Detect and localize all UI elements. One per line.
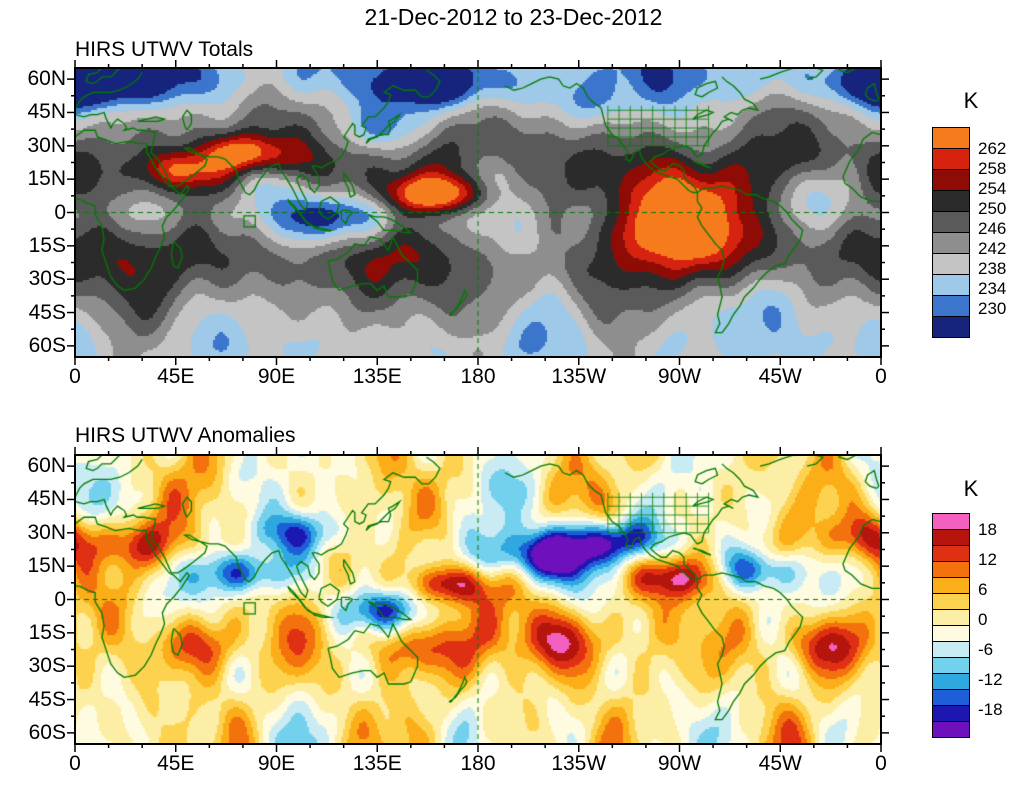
lat-tick-label: 30S xyxy=(28,654,66,678)
colorbar-cell xyxy=(932,148,970,170)
lat-tick-label: 15S xyxy=(28,620,66,644)
colorbar-cell xyxy=(932,169,970,191)
colorbar-tick-label: 242 xyxy=(978,239,1007,258)
colorbar-tick-label: 234 xyxy=(978,279,1007,298)
colorbar-cell xyxy=(932,625,970,642)
colorbar-cell xyxy=(932,721,970,738)
lat-tick-label: 15N xyxy=(27,554,66,578)
lat-tick-label: 30N xyxy=(27,133,66,157)
colorbar-tick-label: 258 xyxy=(978,159,1007,178)
lon-tick-label: 0 xyxy=(69,365,81,388)
anomalies-colorbar-unit: K xyxy=(963,476,979,501)
lat-tick-label: 30S xyxy=(28,267,66,291)
lon-tick-label: 135W xyxy=(551,365,607,388)
totals-colorbar-unit: K xyxy=(963,88,979,113)
lat-tick-label: 60S xyxy=(28,333,66,357)
colorbar-cell xyxy=(932,274,970,296)
lat-tick-label: 45S xyxy=(28,687,66,711)
anomalies-colorbar: 18 12 6 0 -6 -12 -18 xyxy=(932,513,1003,738)
lon-tick-label: 45W xyxy=(758,752,802,775)
colorbar-cell xyxy=(932,657,970,674)
lon-tick-label: 45W xyxy=(758,365,802,388)
colorbar-tick-label: 254 xyxy=(978,179,1007,198)
lon-tick-label: 135W xyxy=(551,752,607,775)
lon-tick-label: 0 xyxy=(875,752,887,775)
panel-title-totals: HIRS UTWV Totals xyxy=(75,38,254,61)
main-title: 21-Dec-2012 to 23-Dec-2012 xyxy=(364,4,663,30)
lat-tick-label: 30N xyxy=(27,520,66,544)
anomalies-map xyxy=(67,447,889,752)
lon-tick-label: 180 xyxy=(460,752,496,775)
colorbar-cell xyxy=(932,190,970,212)
totals-map xyxy=(67,60,889,365)
colorbar-tick-label: 12 xyxy=(978,550,997,569)
lat-tick-label: 45N xyxy=(27,487,66,511)
colorbar-cell xyxy=(932,211,970,233)
colorbar-cell xyxy=(932,705,970,722)
lat-tick-label: 15S xyxy=(28,233,66,257)
colorbar-cell xyxy=(932,316,970,338)
colorbar-cell xyxy=(932,673,970,690)
totals-colorbar: 262 258 254 250 246 242 238 234 230 xyxy=(932,127,1006,338)
colorbar-cell xyxy=(932,641,970,658)
colorbar-cell xyxy=(932,545,970,562)
lat-tick-label: 0 xyxy=(54,587,66,611)
lon-tick-label: 90E xyxy=(257,752,296,775)
colorbar-tick-label: 0 xyxy=(978,610,988,629)
colorbar-tick-label: -12 xyxy=(978,670,1003,689)
colorbar-cell xyxy=(932,232,970,254)
lon-tick-label: 0 xyxy=(875,365,887,388)
colorbar-tick-label: 230 xyxy=(978,299,1007,318)
lon-tick-label: 180 xyxy=(460,365,496,388)
colorbar-cell xyxy=(932,513,970,530)
colorbar-tick-label: -6 xyxy=(978,640,994,659)
lat-tick-label: 45S xyxy=(28,300,66,324)
lat-tick-label: 60N xyxy=(27,67,66,91)
anomalies-map-canvas xyxy=(75,455,881,744)
colorbar-cell xyxy=(932,593,970,610)
colorbar-tick-label: 6 xyxy=(978,580,988,599)
lon-tick-label: 135E xyxy=(352,365,402,388)
lat-tick-label: 60N xyxy=(27,454,66,478)
colorbar-cell xyxy=(932,609,970,626)
lat-tick-label: 45N xyxy=(27,100,66,124)
colorbar-tick-label: -18 xyxy=(978,700,1003,719)
colorbar-cell xyxy=(932,561,970,578)
totals-map-canvas xyxy=(75,68,881,357)
colorbar-cell xyxy=(932,577,970,594)
lon-tick-label: 45E xyxy=(157,752,195,775)
colorbar-cell xyxy=(932,689,970,706)
panel-title-anomalies: HIRS UTWV Anomalies xyxy=(75,424,296,447)
colorbar-tick-label: 250 xyxy=(978,199,1007,218)
lon-tick-label: 45E xyxy=(157,365,195,388)
colorbar-tick-label: 18 xyxy=(978,520,997,539)
colorbar-cell xyxy=(932,295,970,317)
lon-tick-label: 90W xyxy=(657,752,702,775)
lon-tick-label: 0 xyxy=(69,752,81,775)
lon-tick-label: 90E xyxy=(257,365,296,388)
lon-tick-label: 135E xyxy=(352,752,402,775)
lat-tick-label: 0 xyxy=(54,200,66,224)
lon-tick-label: 90W xyxy=(657,365,702,388)
lat-tick-label: 60S xyxy=(28,720,66,744)
colorbar-cell xyxy=(932,127,970,149)
colorbar-cell xyxy=(932,253,970,275)
lat-tick-label: 15N xyxy=(27,167,66,191)
colorbar-tick-label: 262 xyxy=(978,139,1007,158)
colorbar-tick-label: 246 xyxy=(978,219,1007,238)
colorbar-cell xyxy=(932,529,970,546)
colorbar-tick-label: 238 xyxy=(978,259,1007,278)
